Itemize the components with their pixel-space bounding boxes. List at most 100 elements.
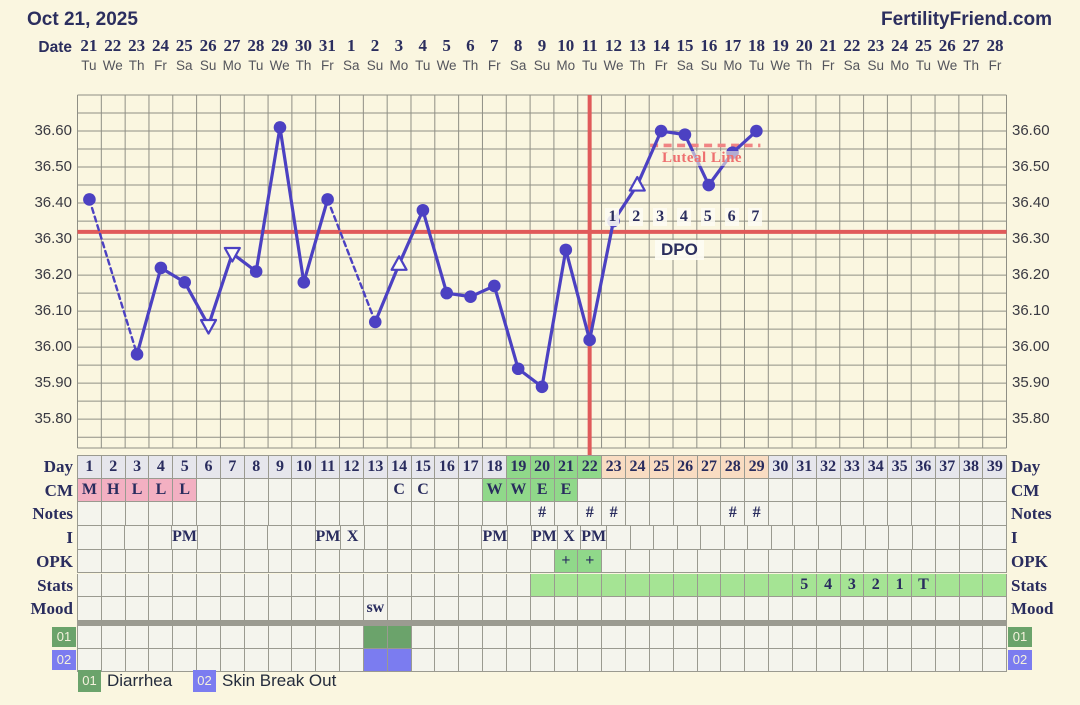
custom-02-cell-day38[interactable] <box>959 648 984 672</box>
custom-01-cell-day6[interactable] <box>197 625 221 649</box>
notes-cell-day31[interactable] <box>792 502 817 527</box>
cm-cell-day27[interactable] <box>697 478 722 503</box>
mood-cell-day4[interactable] <box>149 597 174 621</box>
custom-01-cell-day38[interactable] <box>959 625 984 649</box>
day-cell-day13[interactable]: 13 <box>363 455 388 479</box>
custom-02-cell-day2[interactable] <box>101 648 126 672</box>
i-cell-day7[interactable] <box>221 526 245 550</box>
stats-cell-day31[interactable]: 5 <box>792 573 817 598</box>
custom-02-cell-day29[interactable] <box>745 648 770 672</box>
notes-cell-day13[interactable] <box>363 502 388 527</box>
custom-02-cell-day25[interactable] <box>649 648 674 672</box>
day-cell-day12[interactable]: 12 <box>340 455 364 479</box>
cm-cell-day9[interactable] <box>268 478 293 503</box>
day-cell-day16[interactable]: 16 <box>435 455 460 479</box>
i-cell-day15[interactable] <box>411 526 436 550</box>
cm-cell-day3[interactable]: L <box>125 478 150 503</box>
mood-cell-day11[interactable] <box>316 597 341 621</box>
mood-cell-day23[interactable] <box>602 597 627 621</box>
custom-02-cell-day39[interactable] <box>983 648 1008 672</box>
i-cell-day12[interactable]: X <box>341 526 365 550</box>
notes-cell-day1[interactable] <box>78 502 102 527</box>
notes-cell-day11[interactable] <box>316 502 341 527</box>
stats-cell-day35[interactable]: 1 <box>888 573 912 598</box>
custom-02-cell-day12[interactable] <box>340 648 364 672</box>
mood-cell-day13[interactable]: sw <box>363 597 388 621</box>
opk-cell-day18[interactable] <box>483 549 507 574</box>
temp-point-day11[interactable] <box>321 193 334 206</box>
opk-cell-day36[interactable] <box>911 549 936 574</box>
cm-cell-day2[interactable]: H <box>101 478 126 503</box>
custom-02-cell-day16[interactable] <box>435 648 460 672</box>
cm-cell-day38[interactable] <box>959 478 984 503</box>
custom-01-cell-day4[interactable] <box>149 625 174 649</box>
cm-cell-day26[interactable] <box>673 478 698 503</box>
day-cell-day39[interactable]: 39 <box>983 455 1008 479</box>
stats-cell-day23[interactable] <box>602 573 627 598</box>
cm-cell-day32[interactable] <box>816 478 841 503</box>
custom-02-cell-day36[interactable] <box>911 648 936 672</box>
mood-cell-day14[interactable] <box>387 597 412 621</box>
mood-cell-day35[interactable] <box>888 597 912 621</box>
custom-01-cell-day28[interactable] <box>721 625 746 649</box>
i-cell-day16[interactable] <box>435 526 459 550</box>
opk-cell-day24[interactable] <box>626 549 650 574</box>
cm-cell-day7[interactable] <box>220 478 245 503</box>
mood-cell-day29[interactable] <box>745 597 770 621</box>
notes-cell-day22[interactable]: # <box>578 502 603 527</box>
opk-cell-day6[interactable] <box>197 549 221 574</box>
stats-cell-day1[interactable] <box>78 573 102 598</box>
opk-cell-day7[interactable] <box>220 549 245 574</box>
i-cell-day8[interactable] <box>244 526 269 550</box>
cm-cell-day1[interactable]: M <box>78 478 102 503</box>
day-cell-day30[interactable]: 30 <box>769 455 793 479</box>
day-cell-day8[interactable]: 8 <box>244 455 269 479</box>
notes-cell-day27[interactable] <box>697 502 722 527</box>
i-cell-day38[interactable] <box>959 526 984 550</box>
temp-point-day22[interactable] <box>583 333 596 347</box>
cm-cell-day24[interactable] <box>626 478 650 503</box>
stats-cell-day34[interactable]: 2 <box>864 573 889 598</box>
i-cell-day17[interactable] <box>458 526 483 550</box>
stats-cell-day8[interactable] <box>244 573 269 598</box>
opk-cell-day8[interactable] <box>244 549 269 574</box>
custom-01-cell-day5[interactable] <box>173 625 198 649</box>
day-cell-day6[interactable]: 6 <box>197 455 221 479</box>
custom-01-cell-day10[interactable] <box>292 625 317 649</box>
day-cell-day14[interactable]: 14 <box>387 455 412 479</box>
custom-01-cell-day9[interactable] <box>268 625 293 649</box>
notes-cell-day25[interactable] <box>649 502 674 527</box>
stats-cell-day10[interactable] <box>292 573 317 598</box>
cm-cell-day20[interactable]: E <box>530 478 555 503</box>
notes-cell-day4[interactable] <box>149 502 174 527</box>
day-cell-day37[interactable]: 37 <box>935 455 960 479</box>
i-cell-day4[interactable] <box>148 526 173 550</box>
custom-02-cell-day34[interactable] <box>864 648 889 672</box>
i-cell-day39[interactable] <box>983 526 1007 550</box>
day-cell-day17[interactable]: 17 <box>459 455 484 479</box>
mood-cell-day9[interactable] <box>268 597 293 621</box>
cm-cell-day35[interactable] <box>888 478 912 503</box>
notes-cell-day14[interactable] <box>387 502 412 527</box>
mood-cell-day1[interactable] <box>78 597 102 621</box>
i-cell-day3[interactable] <box>125 526 149 550</box>
opk-cell-day20[interactable] <box>530 549 555 574</box>
temp-point-day19[interactable] <box>511 362 525 376</box>
cm-cell-day36[interactable] <box>911 478 936 503</box>
custom-01-cell-day12[interactable] <box>340 625 364 649</box>
custom-01-cell-day29[interactable] <box>745 625 770 649</box>
i-cell-day10[interactable] <box>292 526 316 550</box>
stats-cell-day30[interactable] <box>769 573 793 598</box>
cm-cell-day15[interactable]: C <box>411 478 436 503</box>
notes-cell-day34[interactable] <box>864 502 889 527</box>
stats-cell-day18[interactable] <box>483 573 507 598</box>
opk-cell-day26[interactable] <box>673 549 698 574</box>
custom-01-cell-day36[interactable] <box>911 625 936 649</box>
custom-01-cell-day2[interactable] <box>101 625 126 649</box>
notes-cell-day6[interactable] <box>197 502 221 527</box>
opk-cell-day13[interactable] <box>363 549 388 574</box>
i-cell-day23[interactable] <box>607 526 631 550</box>
custom-01-cell-day34[interactable] <box>864 625 889 649</box>
day-cell-day32[interactable]: 32 <box>816 455 841 479</box>
i-cell-day30[interactable] <box>771 526 796 550</box>
